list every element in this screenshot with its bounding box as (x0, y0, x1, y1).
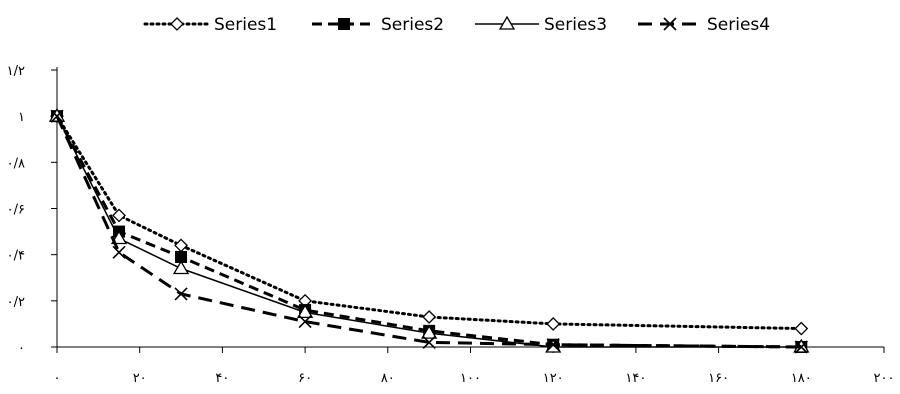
data-point (50, 109, 64, 123)
data-point (112, 245, 126, 259)
data-point (172, 260, 190, 275)
axes: ۰ ۲۰ ۴۰ ۶۰ ۸۰ ۱۰۰ ۱۲۰ ۱۴۰ ۱۶۰ ۱۸۰ ۲۰۰ ۰ ۰/۲ ۰/۴ ۰/۶ ۰/۸… (7, 64, 895, 386)
x-tick-label: ۲۰ (133, 371, 147, 386)
legend-swatch-marker (338, 18, 350, 30)
series-series1 (50, 109, 809, 336)
data-point (298, 315, 312, 329)
y-tick-label: ۱ (18, 110, 25, 125)
legend-item-series2: Series2 (312, 15, 444, 35)
legend-swatch-marker (498, 15, 516, 30)
plot-area (48, 107, 810, 354)
x-tick-label: ۸۰ (381, 371, 395, 386)
x-tick-label: ۴۰ (215, 371, 229, 386)
x-tick-label: ۱۸۰ (791, 371, 812, 386)
series-line (55, 114, 803, 331)
x-tick-label: ۱۶۰ (708, 371, 729, 386)
legend-swatch-marker (170, 17, 184, 31)
legend-item-series3: Series3 (475, 15, 607, 35)
data-point (546, 316, 561, 331)
x-tick-label: ۶۰ (298, 371, 312, 386)
y-tick-label: ۰/۴ (7, 249, 25, 264)
legend-label: Series3 (544, 15, 607, 35)
legend-label: Series4 (707, 15, 770, 35)
legend-swatch-marker (663, 17, 677, 31)
y-tick-label: ۱/۲ (7, 64, 25, 79)
x-tick-label: ۱۲۰ (543, 371, 564, 386)
x-tick-label: ۱۴۰ (625, 371, 646, 386)
data-point (794, 321, 809, 336)
data-point (422, 310, 437, 324)
series-series4 (50, 109, 808, 354)
x-tick-label: ۱۰۰ (460, 371, 481, 386)
y-tick-label: ۰/۶ (7, 203, 25, 218)
data-point (421, 324, 438, 339)
data-point (794, 340, 808, 354)
y-tick-label: ۰ (18, 341, 25, 356)
legend: Series1 Series2 Series3 Series4 (143, 15, 770, 35)
legend-item-series4: Series4 (638, 15, 770, 35)
data-point (175, 250, 188, 263)
data-point (546, 338, 560, 352)
data-point (110, 230, 128, 245)
data-point (174, 287, 188, 301)
x-tick-label: ۰ (54, 371, 61, 386)
data-point (422, 335, 436, 349)
data-point (296, 304, 314, 319)
data-point (112, 208, 126, 223)
legend-item-series1: Series1 (143, 15, 277, 35)
y-tick-label: ۰/۸ (7, 156, 25, 171)
legend-label: Series2 (381, 15, 444, 35)
x-tick-label: ۲۰۰ (874, 371, 895, 386)
y-tick-label: ۰/۲ (7, 295, 25, 310)
legend-label: Series1 (214, 15, 277, 35)
data-point (174, 238, 188, 253)
